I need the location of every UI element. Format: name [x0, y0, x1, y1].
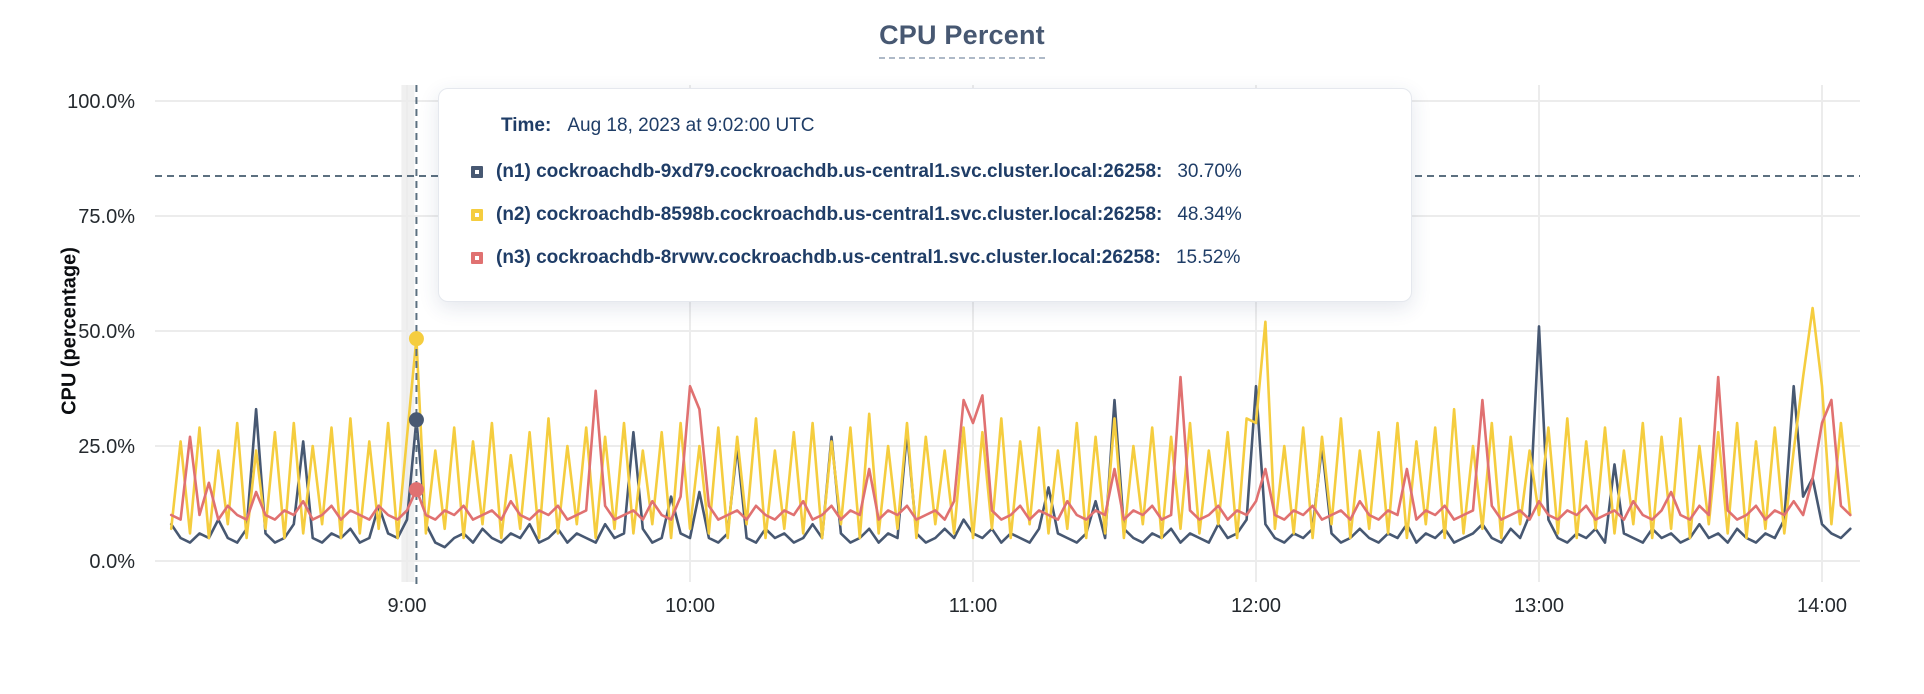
- tooltip-node-name: (n3) cockroachdb-8rvwv.cockroachdb.us-ce…: [496, 247, 1161, 268]
- x-tick-label: 13:00: [1514, 595, 1564, 617]
- chart-title: CPU Percent: [879, 20, 1045, 59]
- x-tick-label: 10:00: [665, 595, 715, 617]
- series-line-n3: [169, 375, 1852, 521]
- hover-dot-n3: [408, 482, 424, 498]
- tooltip-time-value: Aug 18, 2023 at 9:02:00 UTC: [567, 115, 815, 136]
- tooltip-node-value: 15.52%: [1175, 247, 1241, 268]
- chart-header: CPU Percent: [0, 20, 1924, 59]
- tooltip-time-row: Time: Aug 18, 2023 at 9:02:00 UTC: [501, 115, 1381, 137]
- series-swatch-icon: [471, 166, 483, 178]
- x-tick-label: 11:00: [949, 595, 998, 617]
- tooltip-series-row: (n3) cockroachdb-8rvwv.cockroachdb.us-ce…: [471, 245, 1381, 271]
- x-tick-label: 14:00: [1797, 595, 1847, 617]
- series-swatch-icon: [471, 252, 483, 264]
- tooltip-node-value: 48.34%: [1177, 204, 1242, 225]
- x-tick-label: 12:00: [1231, 595, 1281, 617]
- tooltip-series-list: (n1) cockroachdb-9xd79.cockroachdb.us-ce…: [471, 159, 1381, 271]
- tooltip-series-row: (n1) cockroachdb-9xd79.cockroachdb.us-ce…: [471, 159, 1381, 185]
- x-tick-label: 9:00: [388, 595, 427, 617]
- y-tick-label: 100.0%: [67, 91, 135, 113]
- y-tick-label: 50.0%: [78, 321, 135, 343]
- tooltip-series-row: (n2) cockroachdb-8598b.cockroachdb.us-ce…: [471, 202, 1381, 228]
- tooltip-node-value: 30.70%: [1177, 161, 1242, 182]
- series-line-n2: [169, 306, 1852, 540]
- series-swatch-icon: [471, 209, 483, 221]
- chart-tooltip: Time: Aug 18, 2023 at 9:02:00 UTC (n1) co…: [438, 88, 1412, 302]
- tooltip-node-name: (n1) cockroachdb-9xd79.cockroachdb.us-ce…: [496, 161, 1163, 182]
- tooltip-time-label: Time:: [501, 115, 552, 136]
- y-tick-label: 0.0%: [89, 551, 135, 573]
- y-tick-label: 25.0%: [78, 436, 135, 458]
- y-tick-label: 75.0%: [78, 206, 135, 228]
- hover-dot-n2: [408, 331, 424, 347]
- tooltip-node-name: (n2) cockroachdb-8598b.cockroachdb.us-ce…: [496, 204, 1163, 225]
- hover-dot-n1: [408, 412, 424, 428]
